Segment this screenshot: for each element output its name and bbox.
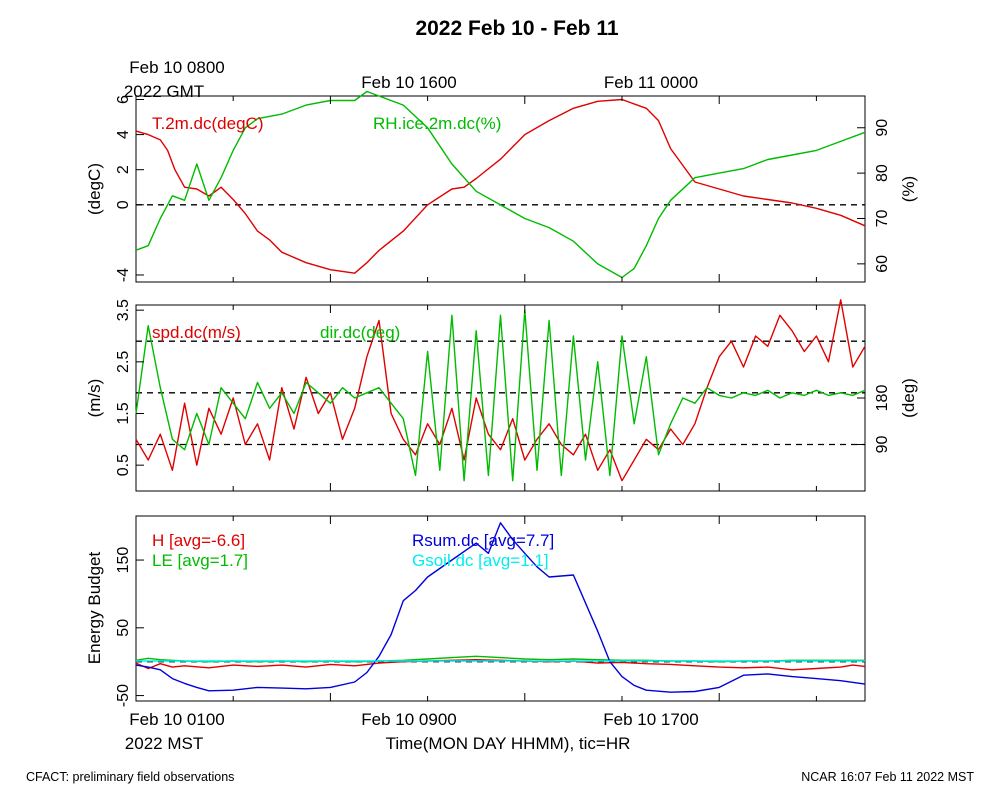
page-title: 2022 Feb 10 - Feb 11 (415, 17, 618, 40)
y-tick-label: -50 (115, 684, 132, 707)
y2-tick-label: 80 (874, 164, 891, 182)
series-line-t-0 (135, 98, 866, 274)
panel2-legend-speed: spd.dc(m/s) (152, 323, 241, 342)
y-tick-label: 2.5 (115, 351, 132, 373)
top-axis-label-2: Feb 11 0000 (604, 73, 698, 92)
panel3-legend-h: H [avg=-6.6] (152, 531, 245, 550)
panel3-frame (135, 515, 866, 702)
panel2-series (135, 299, 866, 482)
y2-tick-label: 70 (874, 209, 891, 227)
y2-tick-label: 60 (874, 255, 891, 273)
y-tick-label: 150 (115, 547, 132, 574)
panel2-ticks: 0.5 1.5 2.5 3.5 90 180 (115, 299, 891, 491)
series-line-rsum-2 (135, 522, 866, 693)
panel2-frame (135, 304, 866, 492)
y-tick-label: 4 (115, 130, 132, 139)
series-line-spd-0 (135, 299, 866, 482)
panel2-y2label: (deg) (899, 378, 918, 418)
bottom-axis-label-1: Feb 10 0900 (361, 710, 456, 729)
y2-tick-label: 90 (874, 436, 891, 454)
top-axis-first-label-line1: Feb 10 0800 (129, 58, 224, 77)
panel1-ticks: -4 0 2 4 6 60 70 80 90 (115, 95, 891, 282)
panel2-ylabel: (m/s) (85, 379, 104, 418)
panel3-series (135, 522, 866, 693)
bottom-axis-label-2: Feb 10 1700 (603, 710, 698, 729)
panel3-ylabel: Energy Budget (85, 551, 104, 664)
panel-wind: 0.5 1.5 2.5 3.5 90 180 (m/s) (deg) spd.dc(m/s… (85, 299, 918, 492)
panel1-series (135, 90, 866, 279)
bottom-axis-first-label-line1: Feb 10 0100 (129, 710, 224, 729)
bottom-axis-first-label-line2: 2022 MST (125, 734, 203, 753)
panel-energy-budget: -50 50 150 Energy Budget H [avg=-6.6] LE [… (85, 515, 866, 707)
y2-tick-label: 180 (874, 385, 891, 412)
top-axis-label-1: Feb 10 1600 (361, 73, 456, 92)
panel1-y2label: (%) (899, 176, 918, 202)
panel1-ylabel: (degC) (85, 163, 104, 215)
y-tick-label: 2 (115, 165, 132, 174)
footer-left: CFACT: preliminary field observations (26, 770, 234, 784)
series-line-rh-1 (135, 90, 866, 279)
x-axis-label: Time(MON DAY HHMM), tic=HR (386, 734, 631, 753)
y-tick-label: 0 (115, 200, 132, 209)
panel3-legend-le: LE [avg=1.7] (152, 551, 248, 570)
y-tick-label: 1.5 (115, 402, 132, 424)
y-tick-label: -4 (115, 268, 132, 282)
y-tick-label: 6 (115, 95, 132, 104)
panel3-legend-gsoil: Gsoil.dc [avg=1.1] (412, 551, 549, 570)
y-tick-label: 50 (115, 619, 132, 637)
series-line-h-0 (135, 659, 866, 671)
panel3-ticks: -50 50 150 (115, 516, 817, 707)
y2-tick-label: 90 (874, 119, 891, 137)
panel1-legend-humidity: RH.ice.2m.dc(%) (373, 114, 501, 133)
panel1-frame (135, 95, 866, 283)
y-tick-label: 3.5 (115, 299, 132, 321)
panel3-legend-rsum: Rsum.dc [avg=7.7] (412, 531, 554, 550)
panel1-legend-temperature: T.2m.dc(degC) (152, 114, 263, 133)
panel2-legend-direction: dir.dc(deg) (320, 323, 400, 342)
y-tick-label: 0.5 (115, 454, 132, 476)
series-line-dir-1 (135, 309, 866, 482)
panel2-reference-lines (136, 340, 865, 446)
footer-right: NCAR 16:07 Feb 11 2022 MST (801, 770, 974, 784)
